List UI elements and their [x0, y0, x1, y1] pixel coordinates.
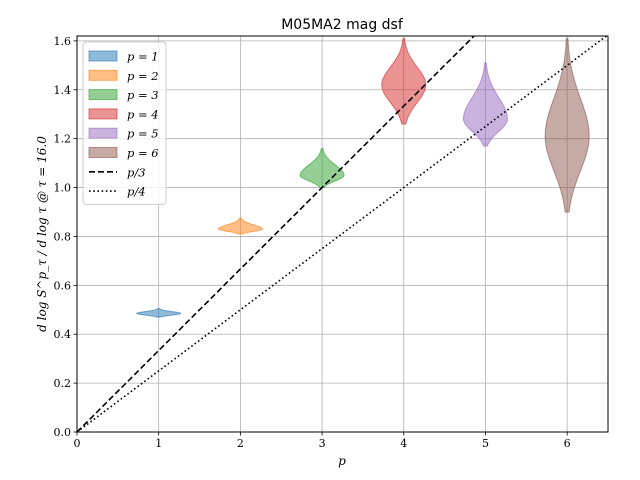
- legend-label-p4: p = 4: [127, 107, 159, 121]
- x-tick-label: 3: [319, 437, 326, 450]
- legend-swatch-p1: [88, 50, 118, 62]
- legend-label-p2: p = 2: [127, 69, 159, 83]
- x-tick-label: 2: [237, 437, 244, 450]
- legend-label-p5: p = 5: [127, 127, 159, 141]
- x-tick-label: 4: [400, 437, 407, 450]
- legend-label-p-over-4: p/4: [127, 185, 146, 199]
- y-tick-label: 1.4: [54, 84, 72, 97]
- legend-label-p3: p = 3: [127, 88, 159, 102]
- y-tick-label: 0.6: [54, 279, 72, 292]
- legend-swatch-p2: [88, 69, 118, 81]
- violin-p6: [544, 37, 590, 213]
- legend-swatch-p6: [88, 147, 118, 158]
- y-tick-label: 1.2: [54, 133, 72, 146]
- y-axis: 0.0 0.2 0.4 0.6 0.8 1.0 1.2 1.4 1.6: [54, 35, 77, 439]
- violin-p2: [217, 217, 263, 235]
- violin-p3: [299, 147, 345, 189]
- legend-swatch-p4: [88, 108, 118, 120]
- legend-label-p6: p = 6: [127, 146, 159, 160]
- y-tick-label: 0.0: [54, 426, 72, 439]
- violin-p1: [136, 308, 182, 318]
- legend-swatch-p3: [88, 89, 118, 101]
- violins: [136, 37, 590, 318]
- reference-line-p-over-4: [76, 35, 607, 433]
- y-tick-label: 0.2: [54, 377, 72, 390]
- x-tick-label: 6: [564, 437, 571, 450]
- violin-p5: [462, 62, 508, 147]
- reference-lines: [76, 35, 607, 433]
- x-axis: 0 1 2 3 4 5 6: [74, 432, 571, 450]
- y-tick-label: 0.4: [54, 328, 72, 341]
- legend-label-p-over-3: p/3: [127, 165, 146, 179]
- chart-title: M05MA2 mag dsf: [281, 17, 404, 33]
- legend: p = 1 p = 2 p = 3 p = 4 p = 5 p = 6 p/3 p/4: [82, 41, 167, 205]
- x-tick-label: 0: [74, 437, 81, 450]
- legend-swatch-p5: [88, 127, 118, 139]
- legend-box: [82, 41, 167, 205]
- plot-frame: [76, 35, 609, 433]
- y-tick-label: 1.6: [54, 35, 72, 48]
- violin-p4: [381, 37, 427, 125]
- legend-label-p1: p = 1: [127, 50, 159, 64]
- x-tick-label: 1: [155, 437, 162, 450]
- y-tick-label: 0.8: [54, 230, 72, 243]
- x-axis-label: p: [338, 454, 346, 468]
- x-tick-label: 5: [482, 437, 489, 450]
- y-tick-label: 1.0: [54, 182, 72, 195]
- reference-line-p-over-3: [76, 35, 475, 433]
- y-axis-label: d log S^p_τ / d log τ @ τ = 16.0: [35, 136, 49, 332]
